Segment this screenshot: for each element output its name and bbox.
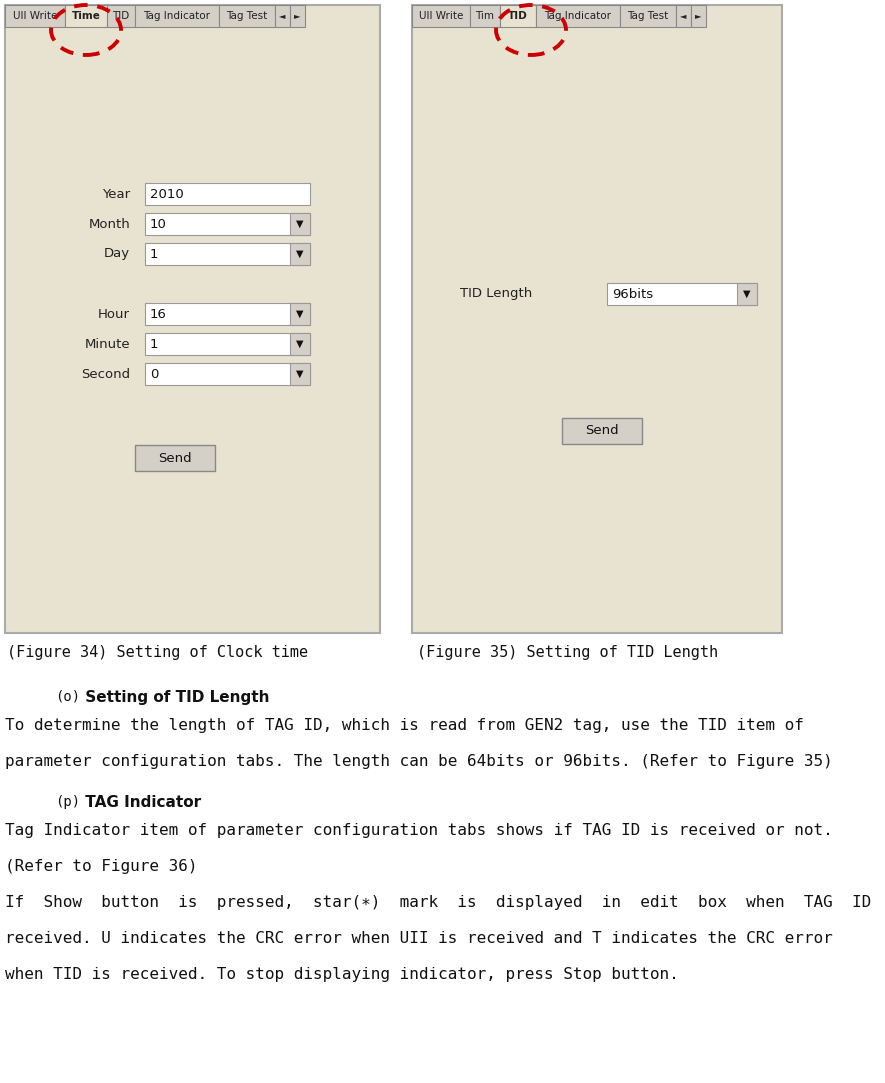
Bar: [737, 283, 757, 305]
Text: ◄: ◄: [280, 12, 286, 21]
Text: TID: TID: [508, 11, 527, 21]
Bar: [135, 5, 219, 27]
Text: Send: Send: [158, 452, 192, 465]
Text: UII Write: UII Write: [419, 11, 463, 21]
Text: (Figure 34) Setting of Clock time: (Figure 34) Setting of Clock time: [7, 645, 308, 660]
Text: If  Show  button  is  pressed,  star(∗)  mark  is  displayed  in  edit  box  whe: If Show button is pressed, star(∗) mark …: [5, 895, 885, 910]
Text: Send: Send: [585, 425, 619, 438]
Bar: [275, 5, 290, 27]
Text: 1: 1: [150, 248, 158, 261]
Text: Hour: Hour: [98, 308, 130, 321]
Bar: [145, 332, 310, 355]
Bar: [676, 5, 691, 27]
Text: TID: TID: [112, 11, 129, 21]
Text: TAG Indicator: TAG Indicator: [80, 795, 201, 810]
Text: Tag Test: Tag Test: [627, 11, 669, 21]
Text: ▼: ▼: [296, 369, 304, 379]
Text: ▼: ▼: [296, 249, 304, 259]
Bar: [412, 5, 782, 632]
Text: ►: ►: [294, 12, 301, 21]
Text: parameter configuration tabs. The length can be 64bits or 96bits. (Refer to Figu: parameter configuration tabs. The length…: [5, 754, 833, 769]
Bar: [5, 5, 65, 27]
Text: Tim: Tim: [475, 11, 495, 21]
Bar: [145, 243, 310, 265]
Text: 1: 1: [150, 338, 158, 351]
Text: Tag Indicator item of parameter configuration tabs shows if TAG ID is received o: Tag Indicator item of parameter configur…: [5, 823, 833, 838]
Text: Minute: Minute: [84, 338, 130, 351]
Text: when TID is received. To stop displaying indicator, press Stop button.: when TID is received. To stop displaying…: [5, 967, 679, 982]
Text: ▼: ▼: [296, 219, 304, 229]
Text: (o): (o): [55, 690, 81, 704]
Text: (p): (p): [55, 795, 81, 809]
Bar: [219, 5, 275, 27]
Bar: [691, 5, 706, 27]
Bar: [5, 5, 380, 632]
Bar: [620, 5, 676, 27]
Text: ►: ►: [696, 12, 702, 21]
Text: Tag Indicator: Tag Indicator: [143, 11, 211, 21]
Bar: [290, 363, 310, 384]
Bar: [107, 5, 135, 27]
Bar: [145, 213, 310, 235]
Text: 2010: 2010: [150, 187, 184, 200]
Text: UII Write: UII Write: [12, 11, 58, 21]
Text: TID Length: TID Length: [459, 287, 532, 300]
Bar: [562, 418, 642, 444]
Text: Tag Test: Tag Test: [227, 11, 267, 21]
Text: To determine the length of TAG ID, which is read from GEN2 tag, use the TID item: To determine the length of TAG ID, which…: [5, 718, 804, 733]
Text: received. U indicates the CRC error when UII is received and T indicates the CRC: received. U indicates the CRC error when…: [5, 931, 833, 945]
Text: ◄: ◄: [681, 12, 687, 21]
Text: 16: 16: [150, 308, 167, 321]
Text: Second: Second: [81, 367, 130, 380]
Text: 96bits: 96bits: [612, 287, 653, 300]
Bar: [290, 5, 305, 27]
Bar: [145, 363, 310, 384]
Text: Month: Month: [88, 218, 130, 231]
Text: Time: Time: [72, 11, 100, 21]
Text: ▼: ▼: [743, 289, 750, 299]
Bar: [145, 303, 310, 325]
Bar: [290, 243, 310, 265]
Bar: [290, 213, 310, 235]
Bar: [65, 5, 107, 27]
Bar: [290, 332, 310, 355]
Bar: [145, 183, 310, 205]
Text: (Refer to Figure 36): (Refer to Figure 36): [5, 859, 197, 874]
Bar: [607, 283, 757, 305]
Bar: [412, 5, 470, 27]
Text: Day: Day: [104, 248, 130, 261]
Text: Tag Indicator: Tag Indicator: [544, 11, 612, 21]
Bar: [536, 5, 620, 27]
Text: 10: 10: [150, 218, 167, 231]
Bar: [470, 5, 500, 27]
Text: (Figure 35) Setting of TID Length: (Figure 35) Setting of TID Length: [417, 645, 718, 660]
Bar: [500, 5, 536, 27]
Text: Year: Year: [102, 187, 130, 200]
Bar: [290, 303, 310, 325]
Text: ▼: ▼: [296, 339, 304, 349]
Text: Setting of TID Length: Setting of TID Length: [80, 690, 270, 705]
Text: 0: 0: [150, 367, 158, 380]
Text: ▼: ▼: [296, 309, 304, 319]
Bar: [135, 445, 215, 471]
